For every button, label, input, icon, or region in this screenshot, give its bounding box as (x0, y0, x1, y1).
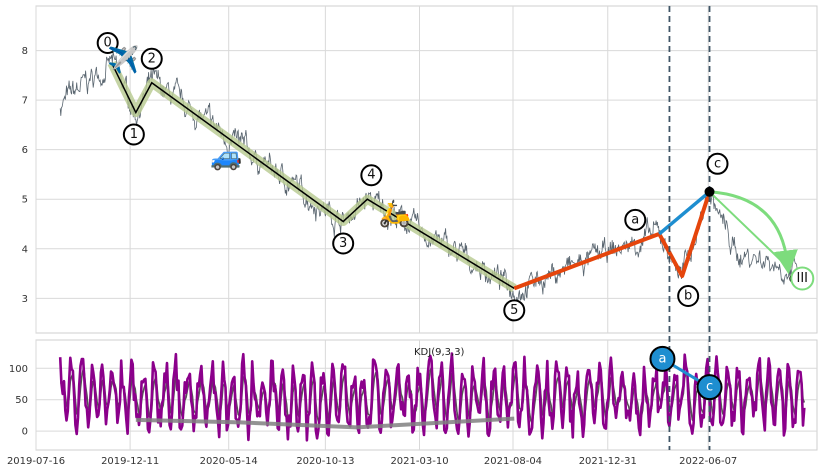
wave-label-c: c (714, 156, 721, 171)
wave-label-0: 0 (104, 35, 112, 50)
x-tick-label: 2021-08-04 (484, 456, 542, 467)
emoji-marker-0: ✈️ (107, 44, 139, 76)
kdj-marker-circle (696, 374, 723, 401)
axis-ticks: 2019-07-16 2019-12-11 2020-05-14 2020-10-13… (7, 46, 737, 467)
wave-label-circle (706, 152, 729, 175)
y-tick-label: 6 (22, 145, 28, 156)
wave-label-3: 3 (339, 236, 347, 251)
kdj-k-line (58, 352, 806, 442)
kdj-series (58, 352, 806, 442)
projection-marker (790, 266, 815, 291)
wave-label-a: a (631, 212, 639, 227)
y-tick-label: 50 (15, 395, 28, 406)
x-tick-label: 2021-03-10 (390, 456, 448, 467)
y-tick-label: 5 (22, 195, 28, 206)
correction-ac-line (658, 190, 711, 236)
y-tick-label: 4 (22, 244, 28, 255)
wave-label-circle (624, 208, 647, 231)
price-panel-frame (35, 5, 818, 334)
wave-label-b: b (684, 289, 692, 304)
kdj-marker-circle (649, 345, 676, 372)
projection-arrow-curved (709, 190, 798, 275)
x-tick-label: 2022-06-07 (679, 456, 737, 467)
y-tick-label: 7 (22, 96, 28, 107)
wave-label-circle (503, 299, 526, 322)
y-tick-label: 8 (22, 46, 28, 57)
grid (35, 6, 817, 450)
wave-label-circle (332, 232, 355, 255)
y-tick-label: 0 (22, 427, 28, 438)
kdj-trend-line (135, 416, 515, 430)
wave-label-1: 1 (130, 127, 138, 142)
emoji-marker-1: 🚙 (210, 142, 242, 172)
wave-label-circle (96, 31, 119, 54)
wave-label-circle (677, 285, 700, 308)
x-tick-label: 2019-12-11 (101, 456, 159, 467)
overlay-annotations: III 0 1 2 3 4 5 a b c ✈️ 🚙 🛵 a c (96, 6, 815, 450)
y-tick-label: 100 (9, 364, 28, 375)
wave-label-2: 2 (148, 51, 156, 66)
wave-label-5: 5 (510, 303, 518, 318)
x-tick-label: 2019-07-16 (7, 456, 65, 467)
y-tick-label: 3 (22, 294, 28, 305)
wave-label-4: 4 (367, 168, 375, 183)
wave-annotations (107, 61, 712, 293)
x-tick-label: 2020-10-13 (296, 456, 354, 467)
kdj-marker-c: c (706, 380, 713, 395)
wave-c-dot (704, 186, 715, 197)
kdj-marker-a: a (658, 351, 666, 366)
emoji-marker-2: 🛵 (379, 199, 411, 229)
kdj-title: KDJ(9,3,3) (414, 347, 465, 358)
x-tick-label: 2021-12-31 (579, 456, 637, 467)
wave-label-circle (140, 47, 163, 70)
wave-label-circle (360, 164, 383, 187)
x-tick-label: 2020-05-14 (200, 456, 258, 467)
projection-label: III (797, 271, 809, 286)
impulse-line (111, 62, 515, 290)
wave-label-circle (122, 123, 145, 146)
correction-abc-line (513, 191, 712, 291)
